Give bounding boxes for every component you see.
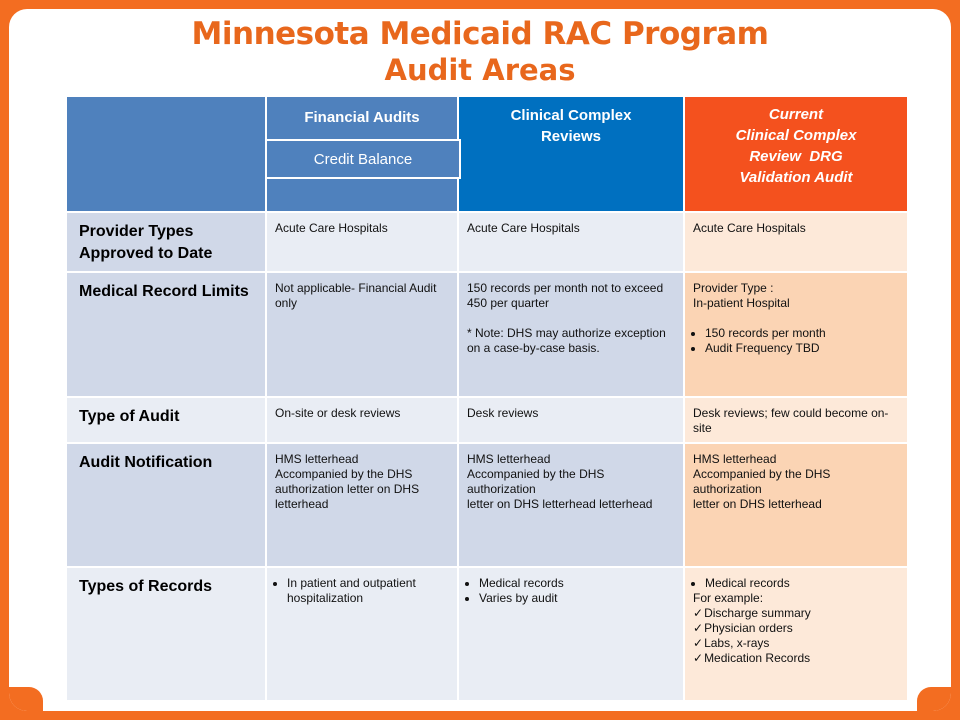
- header-credit-balance: Credit Balance: [265, 139, 461, 179]
- notification-clinical-line2: Accompanied by the DHS authorization: [467, 467, 605, 496]
- notification-current-line2: Accompanied by the DHS authorization: [693, 467, 831, 496]
- header-current-audit: Current Clinical Complex Review DRG Vali…: [683, 95, 909, 213]
- list-item: 150 records per month: [705, 326, 899, 341]
- records-current-bullet: Medical records: [693, 576, 899, 591]
- records-current-example: For example:: [693, 591, 764, 605]
- row-label-audit-notification: Audit Notification: [65, 442, 267, 568]
- cell-notification-current: HMS letterhead Accompanied by the DHS au…: [683, 442, 909, 568]
- notification-clinical-line1: HMS letterhead: [467, 452, 551, 466]
- audit-areas-table: Financial Audits Clinical Complex Review…: [65, 95, 909, 702]
- header-current-line4: Validation Audit: [739, 169, 853, 186]
- slide-subtitle: Audit Areas: [384, 53, 576, 87]
- notification-current-line1: HMS letterhead: [693, 452, 777, 466]
- list-item: Discharge summary: [693, 606, 899, 621]
- cell-limits-current: Provider Type : In-patient Hospital 150 …: [683, 271, 909, 398]
- list-item: Medical records: [479, 576, 675, 591]
- list-item: In patient and outpatient hospitalizatio…: [287, 576, 449, 606]
- header-current-line1: Current: [768, 106, 824, 123]
- cell-records-clinical: Medical records Varies by audit: [457, 566, 685, 702]
- list-item: Labs, x-rays: [693, 636, 899, 651]
- cell-provider-current: Acute Care Hospitals: [683, 211, 909, 273]
- header-current-line3: Review DRG: [749, 148, 843, 165]
- list-item: Medication Records: [693, 651, 899, 666]
- records-clinical-bullets: Medical records Varies by audit: [467, 576, 675, 606]
- notification-financial-line1: HMS letterhead: [275, 452, 359, 466]
- records-financial-bullets: In patient and outpatient hospitalizatio…: [275, 576, 449, 606]
- cell-provider-clinical: Acute Care Hospitals: [457, 211, 685, 273]
- row-label-provider-types: Provider Types Approved to Date: [65, 211, 267, 273]
- header-current-line2: Clinical Complex: [735, 127, 857, 144]
- cell-records-current: Medical records For example: Discharge s…: [683, 566, 909, 702]
- title-block: Minnesota Medicaid RAC Program Audit Are…: [9, 15, 951, 87]
- limits-current-line2: In-patient Hospital: [693, 296, 790, 310]
- cell-provider-financial: Acute Care Hospitals: [265, 211, 459, 273]
- list-item: Physician orders: [693, 621, 899, 636]
- row-label-medical-record-limits: Medical Record Limits: [65, 271, 267, 398]
- cell-notification-financial: HMS letterhead Accompanied by the DHS au…: [265, 442, 459, 568]
- row-label-types-of-records: Types of Records: [65, 566, 267, 702]
- cell-records-financial: In patient and outpatient hospitalizatio…: [265, 566, 459, 702]
- notification-current-line3: letter on DHS letterhead: [693, 497, 822, 511]
- limits-clinical-text: 150 records per month not to exceed 450 …: [467, 281, 664, 310]
- records-current-checklist: Discharge summary Physician orders Labs,…: [693, 606, 899, 666]
- header-clinical-label: Clinical Complex Reviews: [510, 107, 632, 145]
- cell-limits-financial: Not applicable- Financial Audit only: [265, 271, 459, 398]
- header-credit-balance-cell: Credit Balance: [265, 139, 461, 213]
- cell-type-clinical: Desk reviews: [457, 396, 685, 444]
- limits-current-bullets: 150 records per month Audit Frequency TB…: [693, 326, 899, 356]
- cell-limits-clinical: 150 records per month not to exceed 450 …: [457, 271, 685, 398]
- slide-title: Minnesota Medicaid RAC Program: [191, 16, 769, 52]
- limits-clinical-note: * Note: DHS may authorize exception on a…: [467, 326, 666, 355]
- list-item: Audit Frequency TBD: [705, 341, 899, 356]
- header-financial-audits: Financial Audits: [265, 95, 459, 141]
- notification-clinical-line3: letter on DHS letterhead letterhead: [467, 497, 653, 511]
- frame-corner-right: [917, 687, 951, 711]
- limits-current-line1: Provider Type :: [693, 281, 774, 295]
- header-blank-cell: [65, 95, 267, 213]
- list-item: Medical records: [705, 576, 899, 591]
- header-clinical-complex: Clinical Complex Reviews: [457, 95, 685, 213]
- cell-type-financial: On-site or desk reviews: [265, 396, 459, 444]
- slide: Minnesota Medicaid RAC Program Audit Are…: [9, 9, 951, 711]
- notification-financial-line2: Accompanied by the DHS authorization let…: [275, 467, 420, 511]
- frame-corner-left: [9, 687, 43, 711]
- cell-type-current: Desk reviews; few could become on-site: [683, 396, 909, 444]
- list-item: Varies by audit: [479, 591, 675, 606]
- cell-notification-clinical: HMS letterhead Accompanied by the DHS au…: [457, 442, 685, 568]
- row-label-type-of-audit: Type of Audit: [65, 396, 267, 444]
